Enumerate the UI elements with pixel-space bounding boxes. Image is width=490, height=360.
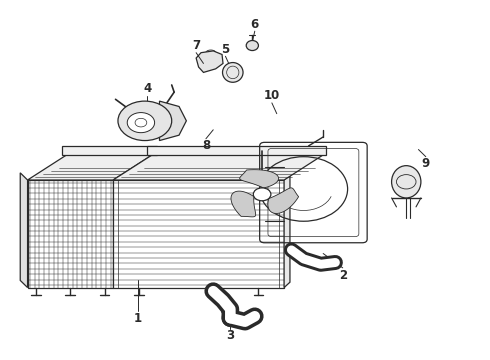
Circle shape <box>127 113 155 133</box>
Text: 8: 8 <box>202 139 210 152</box>
Text: 9: 9 <box>422 157 430 170</box>
Polygon shape <box>231 191 256 217</box>
Polygon shape <box>159 101 186 140</box>
Polygon shape <box>240 170 279 188</box>
Polygon shape <box>27 155 152 180</box>
Polygon shape <box>284 175 290 288</box>
Circle shape <box>253 188 271 201</box>
Text: 10: 10 <box>264 89 280 102</box>
Text: 2: 2 <box>339 269 347 282</box>
Ellipse shape <box>392 166 421 198</box>
Polygon shape <box>268 188 298 213</box>
Polygon shape <box>113 180 284 288</box>
Text: 4: 4 <box>143 82 151 95</box>
Ellipse shape <box>246 41 258 50</box>
Text: 5: 5 <box>221 42 230 55</box>
Circle shape <box>118 101 172 140</box>
Polygon shape <box>113 155 323 180</box>
Text: 3: 3 <box>226 329 234 342</box>
Polygon shape <box>62 146 157 155</box>
Ellipse shape <box>222 63 243 82</box>
Polygon shape <box>147 146 326 155</box>
Polygon shape <box>27 180 113 288</box>
Text: 7: 7 <box>192 39 200 52</box>
Text: 1: 1 <box>133 311 142 325</box>
Text: 6: 6 <box>251 18 259 31</box>
Polygon shape <box>196 51 223 72</box>
Polygon shape <box>20 173 27 288</box>
